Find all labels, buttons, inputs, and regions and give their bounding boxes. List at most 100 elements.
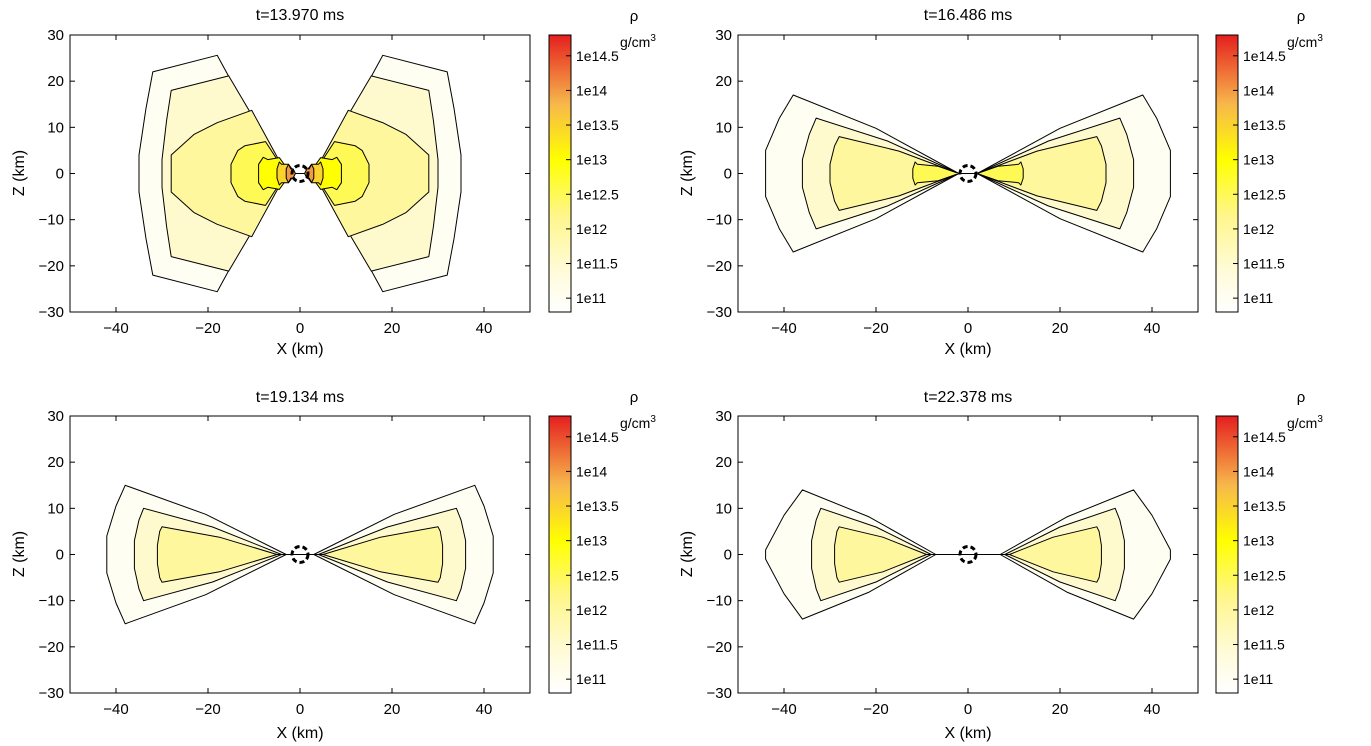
colorbar-tick-label: 1e11.5	[1243, 256, 1285, 272]
colorbar-tick-label: 1e12	[576, 221, 607, 237]
x-tick-label: −20	[195, 701, 220, 718]
y-tick-label: 20	[715, 454, 732, 471]
colorbar-fill	[548, 415, 572, 694]
horizon-circle	[958, 545, 978, 564]
x-axis-ticks: −40 −20 0 20 40	[771, 35, 1160, 337]
y-tick-label: −10	[707, 593, 732, 610]
y-axis-label: Z (km)	[679, 150, 696, 196]
y-axis-label: Z (km)	[11, 150, 28, 196]
colorbar-symbol: ρ	[1297, 8, 1306, 25]
x-tick-label: 0	[964, 320, 972, 337]
x-tick-label: 20	[384, 320, 401, 337]
density-contours	[765, 94, 1171, 253]
colorbar-tick-label: 1e11	[576, 290, 606, 306]
colorbar-tick-label: 1e14	[576, 463, 607, 479]
colorbar-tick-label: 1e11.5	[576, 637, 618, 653]
y-axis-ticks: −30 −20 −10 0 10 20 30	[707, 408, 1198, 702]
panel-title: t=22.378 ms	[924, 389, 1013, 406]
x-axis-ticks: −40 −20 0 20 40	[103, 35, 492, 337]
x-tick-label: −20	[863, 701, 888, 718]
colorbar-tick-label: 1e14	[576, 82, 607, 98]
colorbar-fill	[1215, 415, 1239, 694]
y-tick-label: 30	[47, 408, 64, 425]
colorbar-ticks: 1e11 1e11.5 1e12 1e12.5 1e13 1e13.5 1e14 1e14.5	[566, 48, 619, 306]
y-tick-label: 30	[47, 27, 64, 44]
colorbar-tick-label: 1e13.5	[576, 117, 619, 133]
x-axis-label: X (km)	[276, 341, 323, 358]
panel-title: t=19.134 ms	[256, 389, 345, 406]
colorbar-tick-label: 1e13.5	[1243, 498, 1286, 514]
x-tick-label: 0	[296, 701, 304, 718]
x-tick-label: −40	[103, 701, 128, 718]
panel-title: t=13.970 ms	[256, 7, 345, 24]
y-tick-label: −10	[39, 593, 64, 610]
y-axis-ticks: −30 −20 −10 0 10 20 30	[39, 408, 530, 702]
y-tick-label: −20	[707, 258, 732, 275]
colorbar-tick-label: 1e14.5	[1243, 429, 1286, 445]
y-tick-label: 0	[56, 166, 64, 183]
x-tick-label: 20	[1052, 320, 1069, 337]
y-tick-label: −10	[707, 212, 732, 229]
plot-area: −40 −20 0 20 40 −30 −20 −10 0 10 20 30	[39, 27, 531, 337]
y-axis-ticks: −30 −20 −10 0 10 20 30	[39, 27, 530, 321]
colorbar-ticks: 1e11 1e11.5 1e12 1e12.5 1e13 1e13.5 1e14 1e14.5	[1233, 429, 1286, 687]
y-tick-label: 10	[715, 500, 732, 517]
y-tick-label: 10	[47, 119, 64, 136]
y-tick-label: 0	[724, 166, 732, 183]
y-axis-ticks: −30 −20 −10 0 10 20 30	[707, 27, 1198, 321]
colorbar: 1e11 1e11.5 1e12 1e12.5 1e13 1e13.5 1e14 1e14.5…	[1215, 8, 1323, 313]
x-tick-label: 20	[1052, 701, 1069, 718]
colorbar-tick-label: 1e13.5	[576, 498, 619, 514]
dashed-circle	[958, 164, 978, 183]
density-contours	[765, 489, 1171, 620]
y-tick-label: −30	[39, 685, 64, 702]
colorbar-tick-label: 1e12.5	[576, 567, 619, 583]
y-axis-label: Z (km)	[11, 531, 28, 577]
x-tick-label: −40	[771, 320, 796, 337]
density-contours	[138, 54, 462, 293]
colorbar-tick-label: 1e12	[576, 602, 607, 618]
panel-t22378: t=22.378 ms −40 −20 0 20 40 −30 −20 −10 0 10 20 30…	[679, 389, 1323, 742]
x-tick-label: −40	[103, 320, 128, 337]
colorbar-tick-label: 1e14.5	[576, 48, 619, 64]
colorbar-tick-label: 1e13	[1243, 533, 1274, 549]
y-tick-label: −30	[39, 304, 64, 321]
x-axis-ticks: −40 −20 0 20 40	[103, 416, 492, 718]
colorbar-tick-label: 1e11.5	[576, 256, 618, 272]
dashed-circle	[290, 545, 310, 564]
x-tick-label: −20	[863, 320, 888, 337]
dashed-circle	[958, 545, 978, 564]
y-tick-label: −30	[707, 685, 732, 702]
colorbar-tick-label: 1e13.5	[1243, 117, 1286, 133]
colorbar-symbol: ρ	[630, 8, 639, 25]
y-tick-label: −20	[707, 639, 732, 656]
x-tick-label: 40	[1144, 320, 1161, 337]
colorbar-tick-label: 1e14.5	[576, 429, 619, 445]
y-tick-label: −20	[39, 639, 64, 656]
horizon-circle	[958, 164, 978, 183]
colorbar: 1e11 1e11.5 1e12 1e12.5 1e13 1e13.5 1e14 1e14.5…	[548, 8, 656, 313]
x-axis-label: X (km)	[944, 341, 991, 358]
y-tick-label: 10	[47, 500, 64, 517]
y-tick-label: −20	[39, 258, 64, 275]
x-tick-label: −20	[195, 320, 220, 337]
y-tick-label: 10	[715, 119, 732, 136]
y-tick-label: 30	[715, 408, 732, 425]
density-contours	[106, 484, 494, 625]
colorbar-ticks: 1e11 1e11.5 1e12 1e12.5 1e13 1e13.5 1e14 1e14.5	[566, 429, 619, 687]
plot-area: −40 −20 0 20 40 −30 −20 −10 0 10 20 30	[707, 27, 1199, 337]
colorbar: 1e11 1e11.5 1e12 1e12.5 1e13 1e13.5 1e14 1e14.5…	[548, 389, 656, 694]
colorbar-unit: g/cm3	[620, 33, 656, 50]
y-tick-label: −10	[39, 212, 64, 229]
colorbar-tick-label: 1e11.5	[1243, 637, 1285, 653]
colorbar-tick-label: 1e11	[1243, 671, 1273, 687]
colorbar-tick-label: 1e14.5	[1243, 48, 1286, 64]
colorbar-symbol: ρ	[630, 389, 639, 406]
x-tick-label: 40	[476, 701, 493, 718]
colorbar-fill	[548, 34, 572, 313]
x-tick-label: −40	[771, 701, 796, 718]
panel-t16486: t=16.486 ms −40 −20 0 20 40 −30 −20 −10 0 10 20 30…	[679, 7, 1323, 358]
x-tick-label: 0	[296, 320, 304, 337]
x-axis-label: X (km)	[276, 725, 323, 742]
